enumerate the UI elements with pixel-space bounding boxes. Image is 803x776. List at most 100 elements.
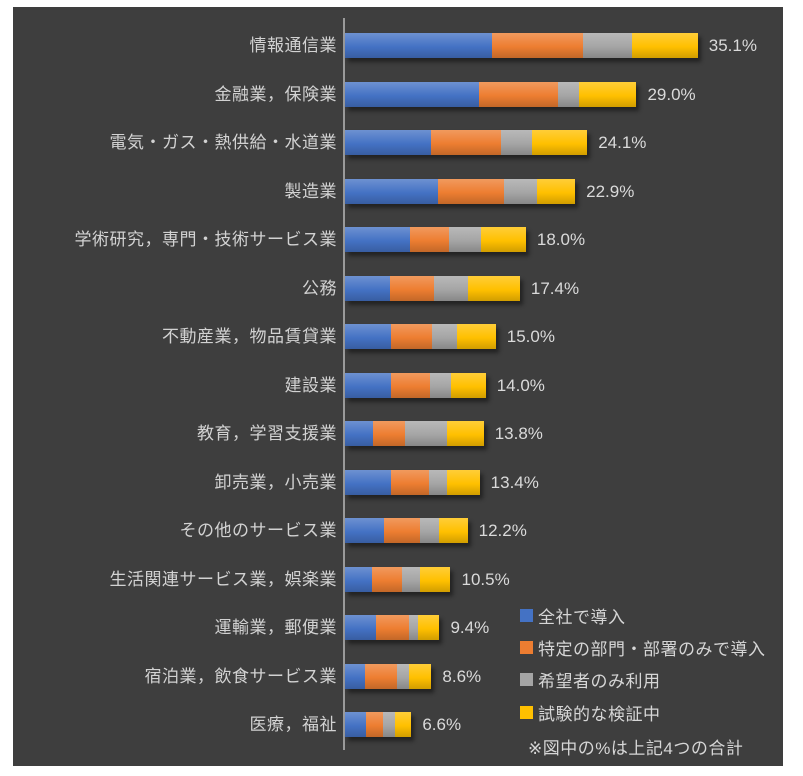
bar-segment-s1 (372, 566, 403, 592)
value-label: 8.6% (442, 666, 482, 686)
bar-segment-s0 (345, 81, 479, 107)
bar-row: 卸売業，小売業 13.4% (13, 469, 783, 495)
bar-segment-s1 (410, 227, 449, 252)
bar-row: 教育，学習支援業 13.8% (13, 421, 783, 446)
stacked-bar (345, 33, 698, 58)
bar-segment-s3 (409, 663, 432, 689)
legend-note: ※図中の%は上記4つの合計 (528, 739, 744, 759)
bar-row: 運輸業，郵便業 9.4% (13, 615, 783, 640)
bar-row: 公務 17.4% (13, 275, 783, 301)
bar-segment-s2 (558, 81, 580, 107)
value-label: 15.0% (506, 327, 555, 346)
stacked-bar (345, 227, 526, 252)
stacked-bar (345, 275, 520, 301)
legend-item: 特定の部門・部署のみで導入 (520, 631, 790, 663)
category-label: その他のサービス業 (179, 521, 337, 540)
bar-segment-s1 (438, 178, 504, 204)
bar-row: その他のサービス業 12.2% (13, 518, 783, 543)
category-label: 医療，福祉 (249, 715, 337, 734)
legend-label: 希望者のみ利用 (538, 672, 661, 692)
legend-label: 試験的な検証中 (538, 704, 661, 724)
bar-segment-s2 (429, 469, 448, 495)
value-label: 22.9% (586, 181, 635, 201)
bar-segment-s3 (579, 81, 637, 107)
bar-segment-s1 (391, 324, 433, 349)
bar-segment-s3 (450, 372, 486, 398)
legend-marker-icon (520, 673, 533, 687)
bar-segment-s0 (345, 663, 366, 689)
value-label: 12.2% (478, 521, 527, 540)
bar-segment-s2 (402, 566, 421, 592)
bar-row: 宿泊業，飲食サービス業 8.6% (13, 663, 783, 689)
value-label: 13.8% (494, 424, 543, 443)
category-label: 生活関連サービス業，娯楽業 (109, 569, 337, 589)
bar-segment-s0 (345, 421, 374, 446)
bar-segment-s3 (447, 469, 480, 495)
stacked-bar (345, 324, 496, 349)
bar-segment-s1 (376, 615, 410, 640)
bar-row: 製造業 22.9% (13, 178, 783, 204)
stacked-bar (345, 81, 637, 107)
bar-row: 学術研究，専門・技術サービス業 18.0% (13, 227, 783, 252)
bar-segment-s2 (500, 130, 532, 155)
legend-item: 希望者のみ利用 (520, 664, 790, 696)
bar-segment-s1 (431, 130, 501, 155)
bar-segment-s0 (345, 33, 492, 58)
category-label: 教育，学習支援業 (197, 424, 337, 443)
bar-row: 不動産業，物品賃貸業 15.0% (13, 324, 783, 349)
bar-segment-s2 (409, 615, 419, 640)
stacked-bar (345, 518, 468, 543)
value-label: 24.1% (598, 133, 647, 152)
stacked-bar (345, 469, 480, 495)
bar-segment-s2 (503, 178, 537, 204)
bar-segment-s3 (632, 33, 698, 58)
chart-panel: 情報通信業 35.1% 金融業，保険業 29.0% 電気・ガス・熱供給・水道業 24.1%… (13, 7, 783, 766)
stacked-bar (345, 178, 576, 204)
bar-segment-s0 (345, 566, 373, 592)
value-label: 29.0% (647, 84, 696, 104)
value-label: 14.0% (496, 375, 545, 395)
legend-items: 全社で導入 特定の部門・部署のみで導入 希望者のみ利用 試験的な検証中 (520, 599, 790, 728)
stacked-bar (345, 663, 432, 689)
category-label: 電気・ガス・熱供給・水道業 (109, 133, 337, 152)
legend-label: 特定の部門・部署のみで導入 (538, 639, 766, 659)
category-label: 建設業 (284, 375, 337, 395)
value-label: 18.0% (536, 230, 586, 249)
bar-segment-s0 (345, 324, 392, 349)
category-label: 公務 (302, 278, 337, 298)
legend-item: 試験的な検証中 (520, 696, 790, 728)
bar-segment-s1 (491, 33, 584, 58)
value-label: 13.4% (490, 472, 539, 492)
bar-segment-s2 (405, 421, 448, 446)
stacked-bar (345, 372, 486, 398)
legend-marker-icon (520, 640, 533, 654)
bar-segment-s0 (345, 130, 432, 155)
bar-segment-s3 (418, 615, 440, 640)
bar-segment-s0 (345, 372, 392, 398)
stacked-bar (345, 712, 412, 737)
value-label: 35.1% (708, 36, 757, 55)
bar-segment-s1 (391, 469, 430, 495)
bar-segment-s1 (391, 372, 431, 398)
category-label: 不動産業，物品賃貸業 (162, 327, 337, 346)
stacked-bar (345, 421, 484, 446)
bar-row: 医療，福祉 6.6% (13, 712, 783, 737)
stacked-bar (345, 615, 440, 640)
value-label: 6.6% (422, 715, 462, 734)
bar-row: 金融業，保険業 29.0% (13, 81, 783, 107)
category-label: 学術研究，専門・技術サービス業 (74, 230, 337, 249)
category-label: 情報通信業 (249, 36, 337, 55)
bar-segment-s3 (536, 178, 576, 204)
legend-marker-icon (520, 705, 533, 719)
bar-segment-s0 (345, 275, 391, 301)
category-label: 金融業，保険業 (214, 84, 337, 104)
value-label: 9.4% (450, 618, 490, 637)
bar-segment-s3 (447, 421, 484, 446)
bar-segment-s2 (430, 372, 451, 398)
legend-marker-icon (520, 608, 533, 622)
category-axis-line (343, 18, 345, 750)
bar-segment-s3 (480, 227, 526, 252)
bar-segment-s1 (390, 275, 435, 301)
bar-segment-s0 (345, 712, 367, 737)
